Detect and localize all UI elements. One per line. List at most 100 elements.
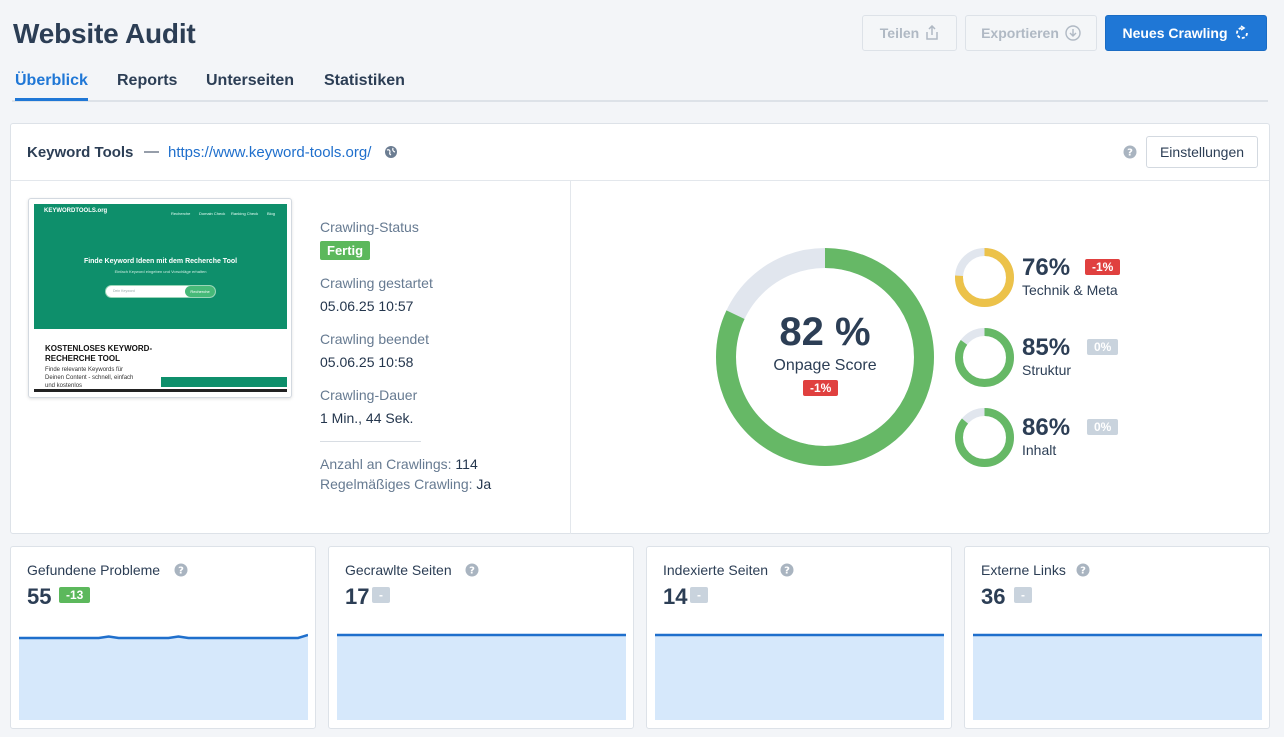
technik-score-value: 76% (1022, 254, 1071, 281)
tab-bar: Überblick Reports Unterseiten Statistike… (12, 64, 1268, 102)
stat-card-crawled-pages[interactable]: Gecrawlte Seiten ? 17 - (328, 546, 634, 729)
card-divider (570, 181, 571, 534)
export-button-label: Exportieren (981, 25, 1059, 41)
onpage-score-ring-fill (716, 248, 934, 466)
technik-score-change: -1% (1085, 259, 1121, 275)
site-name: Keyword Tools (27, 144, 134, 161)
onpage-score-change: -1% (803, 380, 839, 396)
crawl-started-label: Crawling gestartet (320, 275, 433, 291)
site-url-link[interactable]: https://www.keyword-tools.org/ (168, 144, 372, 161)
stat-trend-chart (655, 633, 944, 720)
preview-heading: KOSTENLOSES KEYWORD- RECHERCHE TOOL (45, 344, 153, 363)
crawl-count-row: Anzahl an Crawlings: 114 (320, 456, 478, 472)
onpage-score-value: 82 % (779, 310, 871, 354)
preview-strip (161, 377, 287, 387)
svg-text:?: ? (469, 566, 475, 577)
struktur-score-label: Struktur (1022, 362, 1072, 378)
stat-card-indexed-pages[interactable]: Indexierte Seiten ? 14 - (646, 546, 952, 729)
stat-trend-chart (973, 633, 1262, 720)
stat-value: 17 (345, 584, 370, 609)
help-icon[interactable]: ? (1123, 145, 1137, 159)
stat-value: 55 (27, 584, 52, 609)
preview-nav-item: Blog (267, 211, 276, 216)
preview-hero: KEYWORDTOOLS.org Recherche Domain Check … (34, 204, 287, 329)
site-dash: — (144, 143, 159, 160)
stat-card-external-links[interactable]: Externe Links ? 36 - (964, 546, 1270, 729)
share-icon (926, 25, 938, 40)
sub-score-ring-fill (955, 248, 1014, 307)
crawl-regular-label: Regelmäßiges Crawling: (320, 476, 473, 492)
help-icon[interactable]: ? (174, 563, 188, 577)
export-button[interactable]: Exportieren (965, 15, 1097, 51)
inhalt-score-label: Inhalt (1022, 442, 1057, 458)
crawl-duration-value: 1 Min., 44 Sek. (320, 410, 414, 426)
new-crawl-button-label: Neues Crawling (1122, 25, 1228, 41)
preview-hero-subtitle: Einfach Keyword eingeben und Vorschläge … (114, 269, 207, 274)
refresh-icon (1235, 25, 1248, 39)
crawl-regular-row: Regelmäßiges Crawling: Ja (320, 476, 491, 492)
tab-reports[interactable]: Reports (117, 72, 178, 89)
struktur-score-value: 85% (1022, 334, 1071, 361)
stat-title: Indexierte Seiten (663, 562, 769, 578)
help-icon[interactable]: ? (1076, 563, 1090, 577)
card-header: Keyword Tools — https://www.keyword-tool… (11, 124, 1269, 181)
onpage-score-ring (716, 248, 934, 466)
preview-search-box: Dein Keyword Recherche (105, 285, 216, 298)
technik-score-ring (955, 248, 1014, 307)
tab-statistics[interactable]: Statistiken (324, 72, 405, 89)
onpage-score-label: Onpage Score (773, 357, 877, 374)
technik-score-label: Technik & Meta (1022, 282, 1118, 298)
svg-text:?: ? (784, 566, 790, 577)
download-icon (1065, 25, 1081, 41)
trend-area (19, 635, 308, 720)
preview-paragraph: Finde relevante Keywords für Deinen Conte… (45, 367, 134, 389)
preview-hero-title: Finde Keyword Ideen mit dem Recherche To… (83, 258, 238, 265)
crawl-count-label: Anzahl an Crawlings: (320, 456, 452, 472)
stat-change-badge: - (690, 587, 708, 603)
inhalt-score-change: 0% (1087, 419, 1119, 435)
stat-trend-chart (19, 633, 308, 720)
preview-nav-item: Ranking Check (231, 211, 259, 216)
struktur-score-ring (955, 328, 1014, 387)
preview-nav-item: Domain Check (199, 211, 226, 216)
page-title: Website Audit (13, 18, 196, 49)
help-icon[interactable]: ? (465, 563, 479, 577)
help-icon[interactable]: ? (780, 563, 794, 577)
svg-text:?: ? (1080, 566, 1086, 577)
inhalt-score-ring (955, 408, 1014, 467)
new-crawl-button[interactable]: Neues Crawling (1105, 15, 1267, 51)
trend-area (337, 635, 626, 720)
site-preview-thumbnail[interactable]: KEYWORDTOOLS.org Recherche Domain Check … (28, 198, 292, 398)
share-button[interactable]: Teilen (862, 15, 957, 51)
preview-search-button: Recherche (185, 286, 215, 297)
stat-trend-chart (337, 633, 626, 720)
preview-logo: KEYWORDTOOLS.org (44, 208, 108, 214)
info-divider (320, 441, 421, 442)
tab-overview[interactable]: Überblick (15, 72, 88, 101)
crawl-count-value: 114 (455, 456, 478, 472)
preview-bottom-bar (34, 389, 287, 392)
struktur-score-change: 0% (1087, 339, 1119, 355)
inhalt-score-value: 86% (1022, 414, 1071, 441)
crawl-ended-label: Crawling beendet (320, 331, 429, 347)
preview-nav-item: Recherche (171, 211, 191, 216)
stat-change-badge: -13 (59, 587, 91, 603)
crawl-status-label: Crawling-Status (320, 219, 419, 235)
stat-card-problems[interactable]: Gefundene Probleme ? 55 -13 (10, 546, 316, 729)
crawl-duration-label: Crawling-Dauer (320, 387, 418, 403)
svg-text:?: ? (1127, 148, 1133, 159)
stat-change-badge: - (372, 587, 390, 603)
overview-card: Keyword Tools — https://www.keyword-tool… (10, 123, 1270, 534)
tab-subpages[interactable]: Unterseiten (206, 72, 295, 89)
settings-button[interactable]: Einstellungen (1146, 136, 1258, 168)
trend-line (19, 633, 308, 640)
sub-score-ring-fill (955, 408, 1014, 467)
trend-area (655, 635, 944, 720)
share-button-label: Teilen (879, 25, 920, 41)
sub-score-ring-fill (955, 328, 1014, 387)
stat-change-badge: - (1014, 587, 1032, 603)
crawl-status-badge: Fertig (320, 241, 371, 260)
crawl-ended-value: 05.06.25 10:58 (320, 354, 414, 370)
globe-icon[interactable] (384, 145, 398, 159)
stat-title: Gecrawlte Seiten (345, 562, 452, 578)
